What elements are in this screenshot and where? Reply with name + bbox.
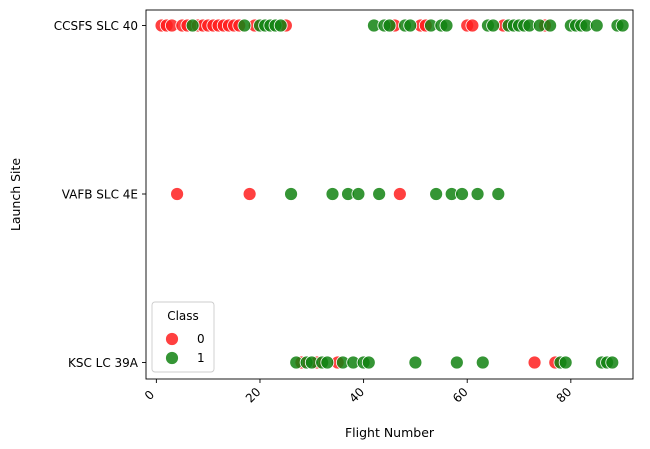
data-point-class-1-flight-63 [475, 355, 490, 370]
plot-frame [145, 9, 634, 380]
data-point-class-1-flight-24 [273, 18, 288, 33]
data-point-class-1-flight-58 [449, 355, 464, 370]
x-tick-label-60: 60 [450, 385, 471, 406]
y-tick-label-ksc-lc-39a: KSC LC 39A [68, 356, 139, 370]
data-point-class-1-flight-56 [439, 18, 454, 33]
data-point-class-1-flight-41 [361, 355, 376, 370]
legend-marker-class-0 [165, 332, 179, 346]
plot-area [146, 10, 633, 379]
data-point-class-1-flight-33 [320, 355, 335, 370]
data-point-class-1-flight-90 [615, 18, 630, 33]
y-tick-label-vafb-slc-4e: VAFB SLC 4E [62, 188, 138, 202]
data-point-class-1-flight-62 [470, 187, 485, 201]
y-axis-ticks: CCSFS SLC 40 VAFB SLC 4E KSC LC 39A [54, 19, 146, 370]
points-layer [154, 18, 630, 370]
legend-label-class-1: 1 [197, 351, 205, 365]
x-axis-label: Flight Number [345, 425, 435, 440]
data-point-class-1-flight-49 [403, 18, 418, 33]
legend-title: Class [167, 309, 199, 323]
data-point-class-0-flight-61 [465, 18, 480, 33]
legend-marker-class-1 [165, 351, 179, 365]
data-point-class-1-flight-39 [351, 187, 366, 201]
y-axis-label: Launch Site [8, 158, 23, 232]
data-point-class-1-flight-79 [558, 355, 573, 370]
data-point-class-1-flight-76 [543, 18, 558, 33]
data-point-class-0-flight-73 [527, 355, 542, 370]
data-point-class-0-flight-18 [242, 187, 257, 201]
data-point-class-1-flight-34 [325, 187, 340, 201]
data-point-class-1-flight-7 [185, 18, 200, 33]
x-tick-label-80: 80 [554, 385, 575, 406]
data-point-class-1-flight-65 [486, 18, 501, 33]
x-tick-label-40: 40 [346, 385, 367, 406]
data-point-class-1-flight-85 [589, 18, 604, 33]
legend-label-class-0: 0 [197, 332, 205, 346]
data-point-class-1-flight-45 [382, 18, 397, 33]
data-point-class-1-flight-54 [429, 187, 444, 201]
data-point-class-1-flight-43 [372, 187, 387, 201]
data-point-class-1-flight-50 [408, 355, 423, 370]
data-point-class-1-flight-26 [284, 187, 298, 201]
data-point-class-1-flight-59 [455, 187, 469, 201]
data-point-class-0-flight-4 [170, 187, 184, 201]
x-tick-label-20: 20 [243, 385, 264, 406]
data-point-class-0-flight-47 [392, 187, 407, 201]
x-axis-ticks: 0 20 40 60 80 [142, 379, 574, 406]
data-point-class-1-flight-17 [237, 18, 252, 33]
data-point-class-1-flight-66 [491, 187, 506, 201]
y-tick-label-ccsfs-slc-40: CCSFS SLC 40 [54, 19, 138, 33]
legend: Class 0 1 [151, 301, 215, 373]
data-point-class-1-flight-88 [605, 355, 620, 370]
x-tick-label-0: 0 [142, 388, 157, 403]
